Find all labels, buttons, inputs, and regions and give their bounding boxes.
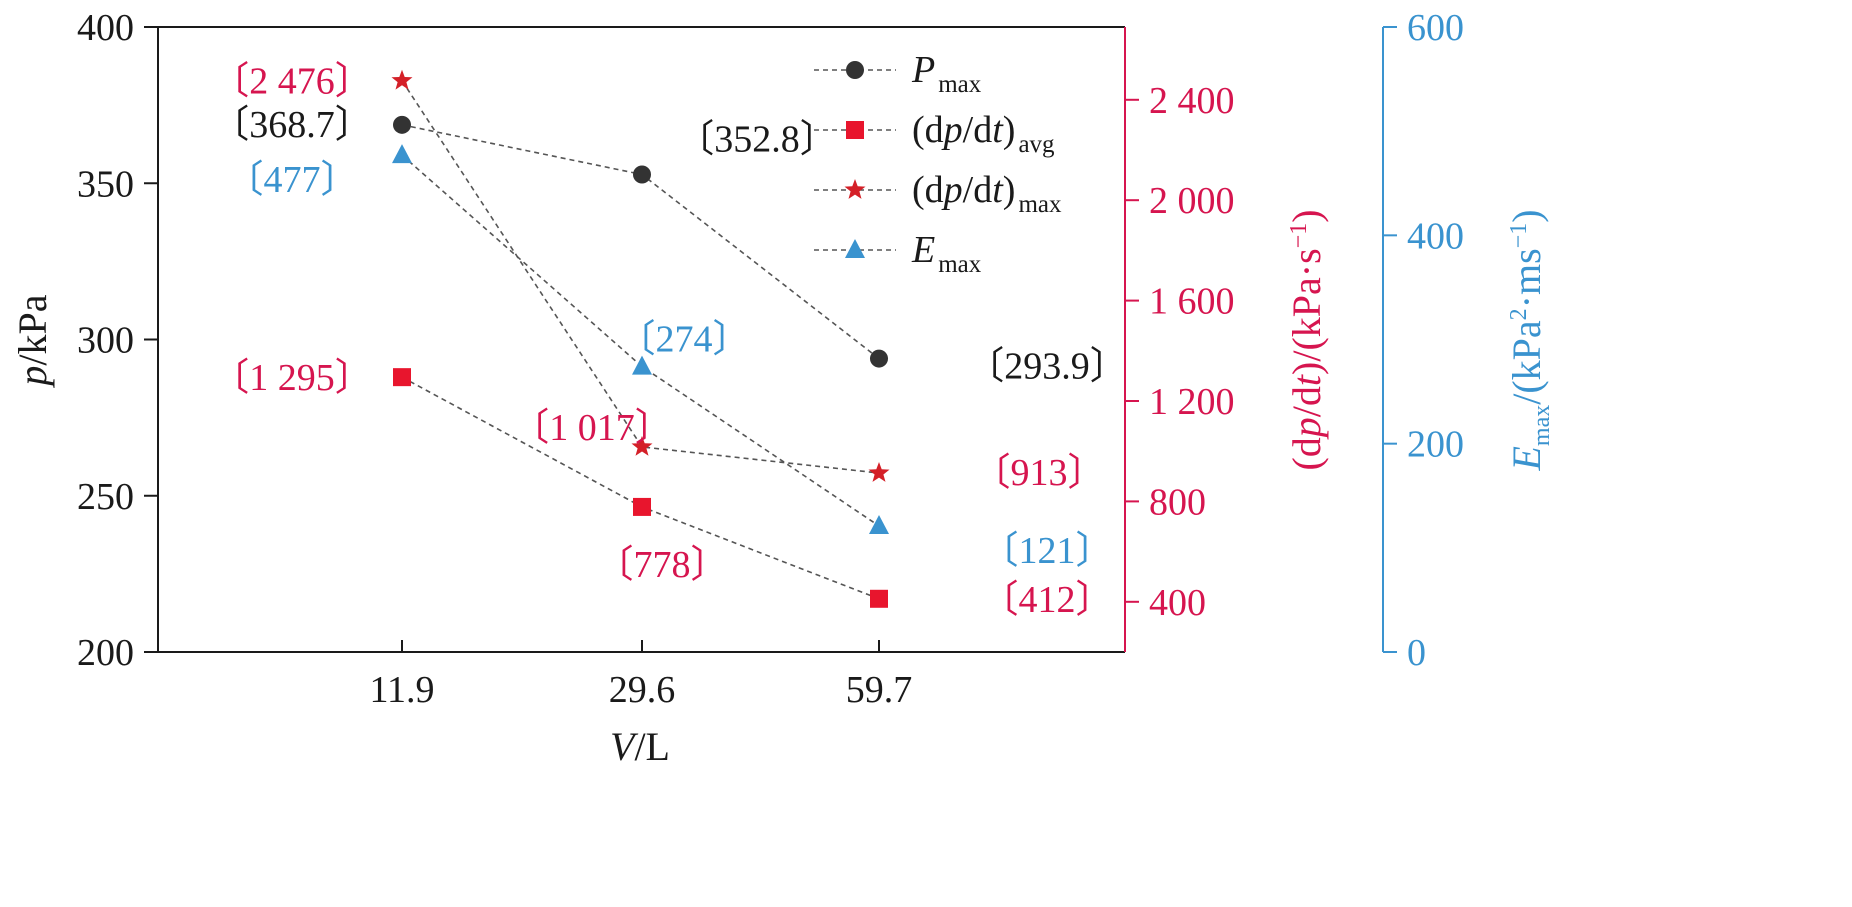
data-point <box>633 497 651 516</box>
legend-marker <box>846 61 864 79</box>
left-axis-title: p/kPa <box>10 294 55 388</box>
data-point <box>868 462 890 482</box>
left-axis-ticks: 200 250 300 350 400 <box>77 7 158 674</box>
x-axis-ticks: 11.9 29.6 59.7 <box>369 640 912 711</box>
left-tick-label: 400 <box>77 7 134 49</box>
right2-tick-label: 400 <box>1407 215 1464 257</box>
legend-marker <box>845 239 865 258</box>
x-tick-label: 59.7 <box>846 669 913 711</box>
data-point <box>869 514 889 534</box>
data-label: 〔412〕 <box>980 579 1113 621</box>
x-tick-label: 11.9 <box>369 669 434 711</box>
right2-tick-label: 0 <box>1407 632 1426 674</box>
data-label: 〔1 017〕 <box>511 407 673 449</box>
left-tick-label: 250 <box>77 476 134 518</box>
right2-tick-label: 600 <box>1407 7 1464 49</box>
legend-marker <box>844 179 866 199</box>
data-point <box>391 69 413 90</box>
right2-axis-ticks: 0 200 400 600 <box>1383 7 1464 674</box>
data-label: 〔293.9〕 <box>966 346 1128 388</box>
data-label: 〔1 295〕 <box>211 357 373 399</box>
right2-axis-title: Emax/(kPa2·ms−1) <box>1504 209 1555 471</box>
right1-tick-label: 2 400 <box>1149 80 1235 122</box>
right1-tick-label: 2 000 <box>1149 180 1235 222</box>
data-label: 〔121〕 <box>980 530 1113 572</box>
series-markers <box>391 69 890 608</box>
right1-tick-label: 800 <box>1149 481 1206 523</box>
x-tick-label: 29.6 <box>609 669 676 711</box>
data-label: 〔778〕 <box>595 544 728 586</box>
right1-tick-label: 1 600 <box>1149 281 1235 323</box>
right1-axis-ticks: 400 800 1 200 1 600 2 000 2 400 <box>1125 80 1235 624</box>
data-point <box>870 349 888 368</box>
data-label: 〔274〕 <box>617 319 750 361</box>
right1-axis-title: (dp/dt)/(kPa·s−1) <box>1284 209 1329 470</box>
data-label: 〔913〕 <box>972 452 1105 494</box>
legend-marker <box>846 121 864 139</box>
right1-tick-label: 1 200 <box>1149 381 1235 423</box>
data-label: 〔2 476〕 <box>211 61 373 103</box>
data-point <box>392 144 412 164</box>
data-point <box>393 368 411 387</box>
x-axis-title: V/L <box>610 724 670 769</box>
data-point <box>393 115 411 134</box>
left-tick-label: 350 <box>77 163 134 205</box>
data-label: 〔477〕 <box>225 159 358 201</box>
legend-entry: (dp/dt) avg <box>912 109 1055 158</box>
series-labels: 〔368.7〕 〔352.8〕〔293.9〕 〔1 295〕〔778〕〔412〕 〔2… <box>211 61 1128 621</box>
legend-entry: (dp/dt) max <box>912 169 1062 218</box>
data-point <box>631 435 653 456</box>
left-tick-label: 300 <box>77 320 134 362</box>
right2-tick-label: 200 <box>1407 424 1464 466</box>
data-label: 〔368.7〕 <box>211 104 373 146</box>
data-point <box>870 589 888 608</box>
right1-tick-label: 400 <box>1149 582 1206 624</box>
series-line <box>401 80 880 474</box>
data-point <box>632 355 652 375</box>
data-point <box>633 165 651 184</box>
data-label: 〔352.8〕 <box>676 119 838 161</box>
left-tick-label: 200 <box>77 632 134 674</box>
